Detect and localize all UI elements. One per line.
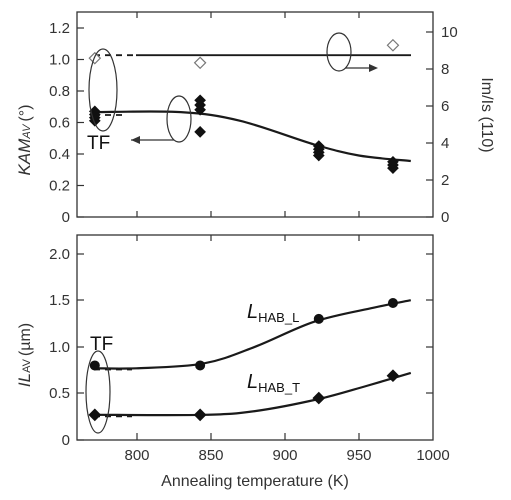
lhab-l-fit-curve xyxy=(94,299,412,370)
top-y2tick-label: 8 xyxy=(441,61,449,78)
bottom-left-axis: 0 0.5 1.0 1.5 2.0 xyxy=(49,246,84,449)
top-ytick-label: 0.6 xyxy=(49,115,70,132)
lhab-l-data-point xyxy=(313,313,324,324)
top-ytick-label: 0.2 xyxy=(49,178,70,195)
top-panel: 0 0.2 0.4 0.6 0.8 1.0 1.2 0 2 4 6 8 10 xyxy=(15,11,495,226)
top-ytick-label: 1.0 xyxy=(49,52,70,69)
bottom-ytick-label: 0.5 xyxy=(49,385,70,402)
series-label-lhab-t: LHAB_T xyxy=(247,371,300,395)
top-y2tick-label: 6 xyxy=(441,98,449,115)
kam-data-point xyxy=(312,140,325,152)
top-right-axis: 0 2 4 6 8 10 xyxy=(426,24,458,226)
top-left-axis: 0 0.2 0.4 0.6 0.8 1.0 1.2 xyxy=(49,20,84,226)
xtick-label: 950 xyxy=(346,447,371,464)
bottom-ytick-label: 2.0 xyxy=(49,246,70,263)
top-ytick-label: 0 xyxy=(62,209,70,226)
top-y2tick-label: 4 xyxy=(441,135,449,152)
lhab-t-data-point xyxy=(88,408,102,422)
xtick-label: 800 xyxy=(124,447,149,464)
lhab-l-data-point xyxy=(387,298,398,309)
arrow-head-right xyxy=(369,64,378,72)
xtick-label: 900 xyxy=(272,447,297,464)
top-ytick-label: 0.4 xyxy=(49,146,70,163)
bottom-ytick-label: 1.5 xyxy=(49,292,70,309)
tf-label-top: TF xyxy=(87,133,110,154)
bottom-data-points xyxy=(88,298,400,422)
top-data-points xyxy=(88,38,400,174)
xtick-label: 1000 xyxy=(416,447,449,464)
top-ytick-label: 0.8 xyxy=(49,83,70,100)
bottom-panel: 0 0.5 1.0 1.5 2.0 800 850 900 950 1000 xyxy=(15,234,450,490)
xlabel: Annealing temperature (K) xyxy=(161,473,349,490)
kam-fit-curve xyxy=(94,110,411,163)
top-plot-frame xyxy=(76,11,434,218)
left-axis-ellipse xyxy=(166,95,192,143)
lhab-l-data-point xyxy=(195,360,206,371)
top-x-ticks xyxy=(136,12,360,217)
kam-data-point xyxy=(194,94,206,107)
series-label-lhab-l: LHAB_L xyxy=(247,301,299,325)
arrow-head-left xyxy=(131,136,140,144)
intensity-ratio-data-point xyxy=(193,56,207,70)
bottom-ylabel: ILAV(µm) xyxy=(15,323,34,387)
xtick-label: 850 xyxy=(198,447,223,464)
tf-ellipse-bottom xyxy=(85,350,111,434)
tf-label-bottom: TF xyxy=(90,334,113,355)
bottom-ytick-label: 1.0 xyxy=(49,339,70,356)
top-y2label: Im/Is (110) xyxy=(478,77,495,152)
bottom-x-axis: 800 850 900 950 1000 xyxy=(124,235,450,464)
bottom-plot-frame xyxy=(76,234,434,441)
top-y2tick-label: 2 xyxy=(441,172,449,189)
lhab-t-data-point xyxy=(386,369,400,383)
kam-data-point xyxy=(88,105,101,118)
top-ylabel: KAMAV(°) xyxy=(15,105,34,176)
kam-data-point xyxy=(387,155,399,168)
top-ytick-label: 1.2 xyxy=(49,20,70,37)
bottom-right-ticks xyxy=(426,253,433,394)
kam-data-point xyxy=(194,125,206,138)
lhab-t-data-point xyxy=(312,391,326,405)
lhab-t-data-point xyxy=(193,408,207,422)
top-y2tick-label: 10 xyxy=(441,24,458,41)
top-y2tick-label: 0 xyxy=(441,209,449,226)
lhab-l-data-point xyxy=(89,360,100,371)
intensity-ratio-data-point xyxy=(386,38,400,52)
bottom-ytick-label: 0 xyxy=(62,432,70,449)
tf-ellipse-top xyxy=(88,48,118,132)
lhab-t-fit-curve xyxy=(94,371,412,417)
right-axis-ellipse xyxy=(326,32,352,72)
